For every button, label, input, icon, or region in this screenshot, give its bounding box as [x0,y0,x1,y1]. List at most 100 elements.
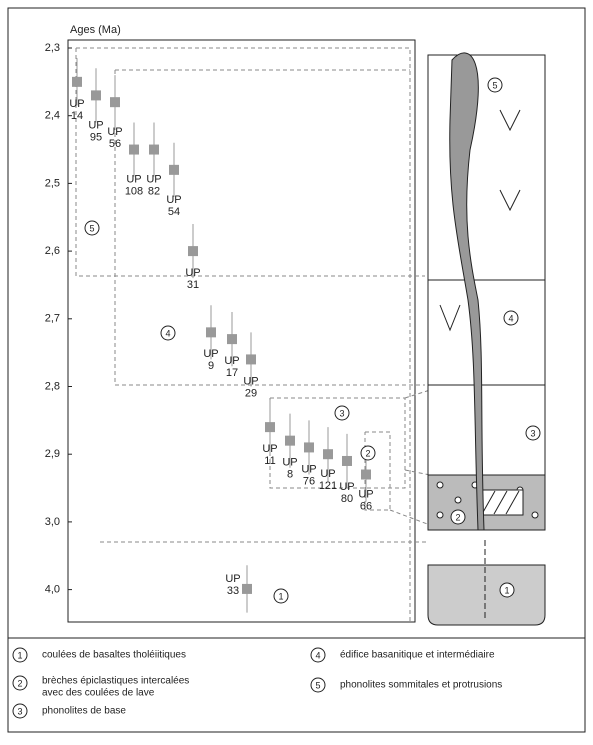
data-point [227,334,237,345]
sample-number: 108 [125,185,143,197]
data-point [91,90,101,101]
sample-code: UP [225,573,240,585]
unit-number-circle [84,220,100,236]
sample-code: UP [185,267,200,279]
column-unit-number: 5 [492,80,497,90]
y-tick-label: 4,0 [45,584,60,596]
legend-number-circle [12,703,28,719]
legend-number: 4 [315,650,320,660]
legend-label: brèches épiclastiques intercalées [42,676,189,687]
y-tick-label: 2,5 [45,177,60,189]
data-point [361,469,371,480]
unit-number-circle [160,325,176,341]
sample-number: 11 [264,455,275,467]
legend-label: édifice basanitique et intermédiaire [340,650,495,661]
data-point [323,449,333,460]
data-point [206,327,216,338]
sample-code: UP [282,457,297,469]
legend-number-circle [310,647,326,663]
unit-number: 3 [339,408,344,418]
data-point [265,422,275,433]
sample-code: UP [262,443,277,455]
legend-label: phonolites de base [42,706,126,717]
sample-number: 8 [287,469,293,481]
sample-number: 66 [360,500,372,512]
y-tick-label: 2,6 [45,245,60,257]
y-axis-label: Ages (Ma) [70,24,121,36]
data-point [304,442,314,453]
sample-number: 82 [148,185,160,197]
y-tick-label: 2,8 [45,380,60,392]
sample-code: UP [224,355,239,367]
sample-code: UP [126,173,141,185]
sample-code: UP [69,98,84,110]
legend-number: 3 [17,706,22,716]
column-unit-number-circle [487,77,503,93]
column-unit-number: 3 [530,428,535,438]
y-tick-label: 2,9 [45,448,60,460]
figure-frame [7,7,586,733]
sample-number: 29 [245,387,257,399]
sample-code: UP [203,348,218,360]
data-point [72,76,82,87]
column-unit-number-circle [525,425,541,441]
sample-number: 31 [187,279,199,291]
sample-number: 9 [208,360,214,372]
column-unit-number-circle [450,509,466,525]
sample-code: UP [146,173,161,185]
unit-number: 2 [365,448,370,458]
sample-code: UP [243,375,258,387]
data-point [242,583,252,594]
legend-number: 5 [315,680,320,690]
data-point [188,246,198,257]
data-point [169,164,179,175]
unit-number-circle [360,445,376,461]
data-point [285,435,295,446]
legend-number-circle [310,677,326,693]
sample-number: 17 [226,367,238,379]
data-point [149,144,159,155]
stratigraphic-column [427,52,546,626]
column-unit-number: 1 [504,585,509,595]
data-point [110,97,120,108]
unit-boxes [75,47,431,622]
column-unit-number: 2 [455,512,460,522]
unit-number: 5 [89,223,94,233]
y-tick-label: 3,0 [45,516,60,528]
sample-number: 14 [71,110,83,122]
legend-number: 1 [17,650,22,660]
sample-number: 56 [109,138,121,150]
column-unit-number-circle [499,582,515,598]
legend-label: phonolites sommitales et protrusions [340,680,502,691]
legend-label: coulées de basaltes tholéiitiques [42,650,186,661]
y-tick-label: 2,7 [45,313,60,325]
sample-number: 80 [341,493,353,505]
sample-code: UP [339,481,354,493]
plot-frame [67,39,416,623]
data-point [246,354,256,365]
data-point [129,144,139,155]
legend-number: 2 [17,678,22,688]
data-point [342,455,352,466]
legend-number-circle [12,647,28,663]
unit-number-circle [334,405,350,421]
y-tick-label: 2,3 [45,42,60,54]
legend-number-circle [12,675,28,691]
y-tick-label: 2,4 [45,110,60,122]
sample-code: UP [166,194,181,206]
sample-code: UP [358,488,373,500]
sample-number: 33 [227,585,239,597]
sample-number: 54 [168,206,180,218]
sample-number: 95 [90,131,102,143]
sample-number: 121 [319,480,337,492]
legend-label: avec des coulées de lave [42,688,155,699]
unit-number: 4 [165,328,170,338]
unit-number: 1 [278,591,283,601]
column-unit-number-circle [503,310,519,326]
sample-code: UP [107,126,122,138]
sample-code: UP [301,463,316,475]
sample-code: UP [320,468,335,480]
unit-number-circle [273,588,289,604]
column-unit-number: 4 [508,313,513,323]
